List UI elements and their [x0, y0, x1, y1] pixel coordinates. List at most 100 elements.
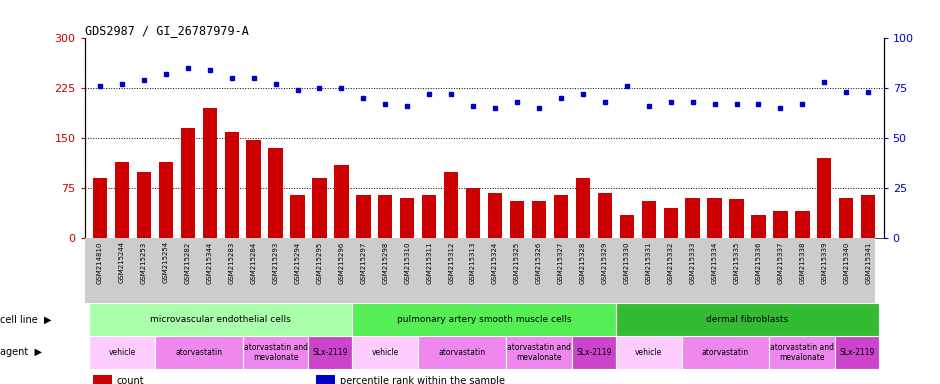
Text: GSM215325: GSM215325	[514, 242, 520, 284]
Text: GSM215330: GSM215330	[624, 242, 630, 284]
Bar	[93, 178, 107, 238]
Bar	[532, 202, 546, 238]
Bar	[312, 178, 326, 238]
Bar	[774, 212, 788, 238]
Bar	[509, 202, 525, 238]
Bar	[598, 193, 612, 238]
Text: vehicle: vehicle	[371, 348, 399, 357]
Text: GSM215324: GSM215324	[492, 242, 498, 284]
Bar	[155, 336, 243, 369]
Text: GSM215311: GSM215311	[426, 242, 432, 284]
Text: GSM215341: GSM215341	[865, 242, 871, 284]
Text: SLx-2119: SLx-2119	[839, 348, 875, 357]
Bar	[400, 198, 415, 238]
Bar	[708, 198, 722, 238]
Bar	[836, 336, 879, 369]
Text: GSM215254: GSM215254	[163, 242, 169, 283]
Text: GSM215298: GSM215298	[383, 242, 388, 284]
Text: GSM215332: GSM215332	[667, 242, 674, 284]
Text: vehicle: vehicle	[635, 348, 663, 357]
Text: GSM215344: GSM215344	[207, 242, 212, 284]
Bar	[506, 336, 572, 369]
Text: dermal fibroblasts: dermal fibroblasts	[707, 315, 789, 324]
Text: GSM215328: GSM215328	[580, 242, 586, 284]
Bar	[554, 195, 568, 238]
Bar	[317, 375, 336, 384]
Bar	[308, 336, 352, 369]
Text: GSM215333: GSM215333	[690, 242, 696, 284]
Bar	[444, 172, 459, 238]
Bar	[575, 178, 590, 238]
Bar	[335, 165, 349, 238]
Bar	[203, 108, 217, 238]
Text: atorvastatin: atorvastatin	[439, 348, 486, 357]
Text: GSM215331: GSM215331	[646, 242, 651, 284]
Bar	[839, 198, 854, 238]
Bar	[795, 212, 809, 238]
Text: GSM215335: GSM215335	[733, 242, 740, 284]
Text: GSM215337: GSM215337	[777, 242, 783, 284]
Text: GSM214810: GSM214810	[97, 242, 103, 284]
Text: GSM215313: GSM215313	[470, 242, 477, 284]
Text: GSM215297: GSM215297	[360, 242, 367, 284]
Bar	[861, 195, 875, 238]
Bar	[92, 375, 112, 384]
Bar	[572, 336, 616, 369]
Text: GSM215296: GSM215296	[338, 242, 344, 284]
Text: agent  ▶: agent ▶	[0, 347, 42, 358]
Text: GSM215284: GSM215284	[251, 242, 257, 284]
Bar	[180, 128, 195, 238]
Bar	[89, 303, 353, 336]
Text: GSM215336: GSM215336	[756, 242, 761, 284]
Text: GSM215327: GSM215327	[558, 242, 564, 284]
Bar	[422, 195, 436, 238]
Bar	[817, 158, 832, 238]
Text: atorvastatin and
mevalonate: atorvastatin and mevalonate	[243, 343, 307, 362]
Text: count: count	[117, 376, 144, 384]
Bar	[616, 336, 682, 369]
Bar	[418, 336, 506, 369]
Text: GSM215282: GSM215282	[185, 242, 191, 284]
Text: GSM215310: GSM215310	[404, 242, 410, 284]
Bar	[246, 139, 260, 238]
Text: GDS2987 / GI_26787979-A: GDS2987 / GI_26787979-A	[85, 24, 248, 37]
Bar	[685, 198, 699, 238]
Bar	[159, 162, 173, 238]
Text: GSM215294: GSM215294	[294, 242, 301, 284]
Text: GSM215283: GSM215283	[228, 242, 235, 284]
Bar	[770, 336, 836, 369]
Bar	[682, 336, 770, 369]
Text: atorvastatin: atorvastatin	[175, 348, 222, 357]
Text: GSM215329: GSM215329	[602, 242, 608, 284]
Bar	[115, 162, 129, 238]
Bar	[89, 336, 155, 369]
Bar	[290, 195, 305, 238]
Text: GSM215340: GSM215340	[843, 242, 849, 284]
Bar	[466, 188, 480, 238]
Text: GSM215338: GSM215338	[799, 242, 806, 284]
Text: vehicle: vehicle	[108, 348, 135, 357]
Bar	[642, 202, 656, 238]
Text: atorvastatin and
mevalonate: atorvastatin and mevalonate	[771, 343, 835, 362]
Bar	[488, 193, 502, 238]
Text: microvascular endothelial cells: microvascular endothelial cells	[150, 315, 291, 324]
Text: GSM215326: GSM215326	[536, 242, 542, 284]
Text: GSM215253: GSM215253	[141, 242, 147, 284]
Bar	[751, 215, 765, 238]
Text: GSM215244: GSM215244	[119, 242, 125, 283]
Text: pulmonary artery smooth muscle cells: pulmonary artery smooth muscle cells	[397, 315, 572, 324]
Text: cell line  ▶: cell line ▶	[0, 314, 52, 325]
Bar	[616, 303, 879, 336]
Text: atorvastatin and
mevalonate: atorvastatin and mevalonate	[507, 343, 571, 362]
Bar	[378, 195, 393, 238]
Text: GSM215339: GSM215339	[822, 242, 827, 284]
Text: GSM215295: GSM215295	[317, 242, 322, 284]
Text: GSM215293: GSM215293	[273, 242, 278, 284]
Bar	[352, 303, 616, 336]
Bar	[225, 132, 239, 238]
Bar	[729, 199, 744, 238]
Bar	[243, 336, 308, 369]
Bar	[619, 215, 634, 238]
Text: SLx-2119: SLx-2119	[313, 348, 348, 357]
Text: atorvastatin: atorvastatin	[702, 348, 749, 357]
